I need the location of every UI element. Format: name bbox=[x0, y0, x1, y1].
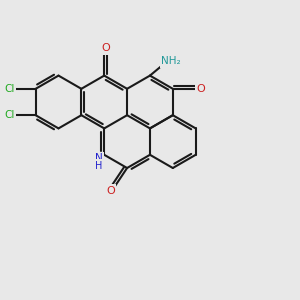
Text: H: H bbox=[95, 161, 103, 171]
Text: NH₂: NH₂ bbox=[161, 56, 181, 66]
Text: Cl: Cl bbox=[4, 84, 15, 94]
Text: O: O bbox=[101, 43, 110, 53]
Text: Cl: Cl bbox=[4, 110, 15, 120]
Text: O: O bbox=[197, 84, 206, 94]
Text: O: O bbox=[106, 186, 115, 196]
Text: N: N bbox=[95, 153, 103, 164]
